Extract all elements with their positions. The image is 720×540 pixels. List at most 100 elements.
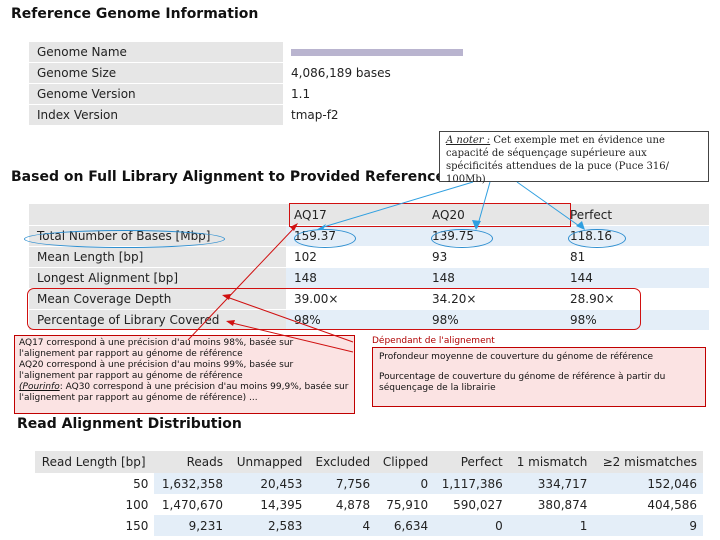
col-header-aq17: AQ17 <box>286 204 424 226</box>
table-header-row: Read Length [bp] Reads Unmapped Excluded… <box>35 451 703 473</box>
depth-explanation: Profondeur moyenne de couverture du géno… <box>379 352 654 362</box>
cell: 152,046 <box>593 473 703 494</box>
arrow-percentage <box>227 321 354 353</box>
cell: 28.90× <box>562 288 709 310</box>
cell: 7,756 <box>308 473 377 494</box>
col-header-empty <box>29 204 286 226</box>
table-row: Index Version tmap-f2 <box>29 104 709 126</box>
arrowhead <box>472 220 481 230</box>
percentage-explanation: Pourcentage de couverture du génome de r… <box>379 372 666 393</box>
cell: 20,453 <box>228 473 309 494</box>
dep-label: Dépendant de l'alignement <box>372 336 495 346</box>
cell: 1 <box>508 515 594 536</box>
cell: 9,231 <box>154 515 229 536</box>
cell: 2,583 <box>228 515 309 536</box>
arrow-note-perfect <box>516 181 583 229</box>
coverage-explanation-box: Profondeur moyenne de couverture du géno… <box>372 347 706 407</box>
cell: 1,117,386 <box>434 473 509 494</box>
cell: 590,027 <box>434 494 509 515</box>
genome-name-value <box>283 42 709 63</box>
arrowhead <box>222 294 231 300</box>
table-row: Mean Coverage Depth 39.00× 34.20× 28.90× <box>29 288 709 310</box>
section-title-full-library: Based on Full Library Alignment to Provi… <box>11 169 445 185</box>
aq30-explanation: : AQ30 correspond à une précision d'au m… <box>19 382 349 403</box>
table-row: Genome Version 1.1 <box>29 83 709 105</box>
cell: 0 <box>434 515 509 536</box>
col-header: Perfect <box>434 451 509 473</box>
cell: 39.00× <box>286 288 424 310</box>
table-row: 100 1,470,670 14,395 4,878 75,910 590,027 380,… <box>35 494 703 515</box>
arrow-note-aq17 <box>319 181 474 229</box>
cell: 98% <box>424 309 562 330</box>
col-header: Unmapped <box>228 451 309 473</box>
arrowhead <box>576 221 585 230</box>
table-row: Genome Size 4,086,189 bases <box>29 62 709 84</box>
arrowhead <box>226 320 235 326</box>
row-label: Mean Length [bp] <box>29 246 286 268</box>
aq-header-highlight <box>289 203 571 227</box>
cell: 148 <box>424 267 562 289</box>
cell: 93 <box>424 246 562 268</box>
cell: 0 <box>376 473 435 494</box>
cell: 6,634 <box>376 515 435 536</box>
note-body: Cet exemple met en évidence une capacité… <box>446 135 669 185</box>
col-header: 1 mismatch <box>508 451 594 473</box>
aq20-value-ellipse <box>431 229 493 248</box>
aq17-value-ellipse <box>294 229 356 248</box>
cell: 9 <box>593 515 703 536</box>
arrow-note-aq20 <box>476 181 491 229</box>
aq17-explanation: AQ17 correspond à une précision d'au moi… <box>19 338 294 359</box>
genome-info-table: Genome Name Genome Size 4,086,189 bases G… <box>29 42 709 126</box>
cell: 380,874 <box>508 494 594 515</box>
cell: 1,632,358 <box>154 473 229 494</box>
cell: 4,878 <box>308 494 377 515</box>
aq-explanation-box: AQ17 correspond à une précision d'au moi… <box>14 335 355 414</box>
cell: 98% <box>562 309 709 330</box>
cell: 148 <box>286 267 424 289</box>
col-header-perfect: Perfect <box>562 204 709 226</box>
genome-version-label: Genome Version <box>29 83 283 105</box>
arrowhead <box>316 224 326 230</box>
coverage-highlight <box>27 288 641 330</box>
aq30-lead: (Pourinfo <box>19 382 60 392</box>
cell: 34.20× <box>424 288 562 310</box>
col-header: ≥2 mismatches <box>593 451 703 473</box>
table-row: Genome Name <box>29 42 709 63</box>
cell: 4 <box>308 515 377 536</box>
row-label: Longest Alignment [bp] <box>29 267 286 289</box>
arrowhead <box>290 223 298 231</box>
table-row: Longest Alignment [bp] 148 148 144 <box>29 267 709 289</box>
total-bases-ellipse <box>24 230 225 248</box>
cell: 334,717 <box>508 473 594 494</box>
genome-name-label: Genome Name <box>29 42 283 63</box>
redacted-bar <box>291 49 463 56</box>
table-row: 50 1,632,358 20,453 7,756 0 1,117,386 334,717 1… <box>35 473 703 494</box>
table-row: Mean Length [bp] 102 93 81 <box>29 246 709 268</box>
read-distribution-table: Read Length [bp] Reads Unmapped Excluded… <box>35 451 703 536</box>
section-title-genome: Reference Genome Information <box>11 6 259 22</box>
table-row: 150 9,231 2,583 4 6,634 0 1 9 <box>35 515 703 536</box>
cell: 100 <box>35 494 155 515</box>
genome-size-label: Genome Size <box>29 62 283 84</box>
col-header-aq20: AQ20 <box>424 204 562 226</box>
cell: 14,395 <box>228 494 309 515</box>
cell: 50 <box>35 473 155 494</box>
col-header: Read Length [bp] <box>35 451 155 473</box>
section-title-read-alignment: Read Alignment Distribution <box>17 416 242 432</box>
note-lead: A noter : <box>446 135 491 146</box>
cell: 75,910 <box>376 494 435 515</box>
cell: 102 <box>286 246 424 268</box>
cell: 144 <box>562 267 709 289</box>
col-header: Clipped <box>376 451 435 473</box>
perfect-value-ellipse <box>568 229 626 248</box>
cell: 98% <box>286 309 424 330</box>
col-header: Excluded <box>308 451 377 473</box>
table-header-row: AQ17 AQ20 Perfect <box>29 204 709 226</box>
genome-version-value: 1.1 <box>283 83 709 105</box>
arrow-aq-header <box>187 225 297 341</box>
index-version-label: Index Version <box>29 104 283 126</box>
note-box: A noter : Cet exemple met en évidence un… <box>439 131 709 185</box>
cell: 1,470,670 <box>154 494 229 515</box>
col-header: Reads <box>154 451 229 473</box>
